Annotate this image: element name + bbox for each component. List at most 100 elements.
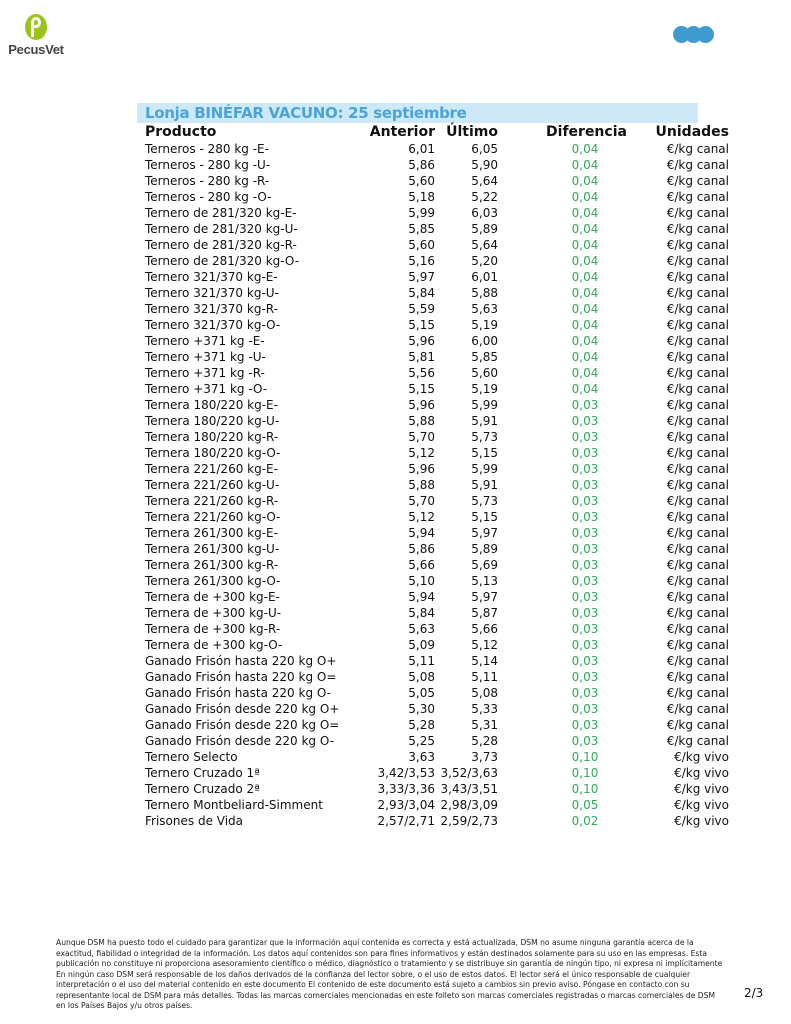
table-row: Ternera de +300 kg-O- 5,09 5,12 0,03 €/kg ca… <box>140 637 734 653</box>
cell-diferencia: 0,04 <box>571 238 599 252</box>
cell-diferencia: 0,04 <box>571 190 599 204</box>
cell-diferencia: 0,03 <box>571 510 599 524</box>
cell-producto: Terneros - 280 kg -O- <box>145 190 272 204</box>
cell-anterior: 5,66 <box>408 558 435 572</box>
cell-diferencia: 0,03 <box>571 670 599 684</box>
cell-producto: Ternera 221/260 kg-R- <box>145 494 279 508</box>
cell-ultimo: 5,73 <box>471 494 498 508</box>
cell-diferencia: 0,04 <box>571 222 599 236</box>
cell-diferencia: 0,03 <box>571 718 599 732</box>
cell-diferencia: 0,03 <box>571 430 599 444</box>
cell-unidades: €/kg canal <box>666 302 729 316</box>
cell-producto: Ternera 221/260 kg-O- <box>145 510 281 524</box>
cell-ultimo: 3,73 <box>471 750 498 764</box>
cell-producto: Terneros - 280 kg -U- <box>145 158 271 172</box>
cell-diferencia: 0,04 <box>571 206 599 220</box>
cell-unidades: €/kg vivo <box>674 798 729 812</box>
cell-ultimo: 5,08 <box>471 686 498 700</box>
cell-unidades: €/kg vivo <box>674 814 729 828</box>
cell-producto: Ternera de +300 kg-U- <box>145 606 282 620</box>
cell-diferencia: 0,04 <box>571 158 599 172</box>
cell-unidades: €/kg canal <box>666 590 729 604</box>
cell-producto: Frisones de Vida <box>145 814 244 828</box>
cell-producto: Terneros - 280 kg -R- <box>145 174 270 188</box>
table-row: Ternero de 281/320 kg-U- 5,85 5,89 0,04 €/kg… <box>140 221 734 237</box>
cell-diferencia: 0,04 <box>571 382 599 396</box>
cell-unidades: €/kg canal <box>666 286 729 300</box>
cell-ultimo: 5,15 <box>471 446 498 460</box>
cell-producto: Ganado Frisón desde 220 kg O- <box>145 734 334 748</box>
cell-ultimo: 5,66 <box>471 622 498 636</box>
cell-unidades: €/kg canal <box>666 238 729 252</box>
cell-anterior: 5,28 <box>408 718 435 732</box>
cell-producto: Ternera 180/220 kg-E- <box>145 398 278 412</box>
col-anterior: Anterior <box>369 123 435 140</box>
cell-anterior: 5,86 <box>408 158 435 172</box>
table-row: Ganado Frisón hasta 220 kg O= 5,08 5,11 0,0… <box>140 669 734 685</box>
title-band <box>137 103 698 123</box>
cell-anterior: 5,59 <box>408 302 435 316</box>
cell-unidades: €/kg canal <box>666 142 729 156</box>
cell-producto: Ternera de +300 kg-E- <box>145 590 280 604</box>
table-row: Terneros - 280 kg -U- 5,86 5,90 0,04 €/kg ca… <box>140 157 734 173</box>
cell-unidades: €/kg canal <box>666 366 729 380</box>
cell-diferencia: 0,04 <box>571 142 599 156</box>
col-ultimo: Último <box>446 123 498 140</box>
cell-ultimo: 5,64 <box>471 174 498 188</box>
page-number: 2/3 <box>744 986 764 1000</box>
table-row: Ternero +371 kg -R- 5,56 5,60 0,04 €/kg cana… <box>140 365 734 381</box>
cell-unidades: €/kg canal <box>666 494 729 508</box>
cell-producto: Ternero 321/370 kg-O- <box>145 318 281 332</box>
cell-ultimo: 5,69 <box>471 558 498 572</box>
cell-ultimo: 5,91 <box>471 478 498 492</box>
table-row: Ternera 180/220 kg-O- 5,12 5,15 0,03 €/kg ca… <box>140 445 734 461</box>
cell-anterior: 5,18 <box>408 190 435 204</box>
cell-ultimo: 6,00 <box>471 334 498 348</box>
table-row: Ganado Frisón hasta 220 kg O- 5,05 5,08 0,0… <box>140 685 734 701</box>
cell-anterior: 5,12 <box>408 446 435 460</box>
table-row: Ternero +371 kg -U- 5,81 5,85 0,04 €/kg cana… <box>140 349 734 365</box>
table-row: Ternero de 281/320 kg-O- 5,16 5,20 0,04 €/kg… <box>140 253 734 269</box>
cell-anterior: 5,60 <box>408 238 435 252</box>
cell-unidades: €/kg canal <box>666 430 729 444</box>
cell-diferencia: 0,04 <box>571 254 599 268</box>
cell-anterior: 5,97 <box>408 270 435 284</box>
cell-diferencia: 0,04 <box>571 350 599 364</box>
cell-unidades: €/kg canal <box>666 174 729 188</box>
cell-producto: Ternero de 281/320 kg-U- <box>145 222 298 236</box>
cell-diferencia: 0,03 <box>571 526 599 540</box>
cell-ultimo: 5,19 <box>471 382 498 396</box>
cell-diferencia: 0,10 <box>571 766 599 780</box>
cell-producto: Ternera 261/300 kg-O- <box>145 574 281 588</box>
cell-anterior: 5,81 <box>408 350 435 364</box>
cell-ultimo: 5,31 <box>471 718 498 732</box>
cell-unidades: €/kg canal <box>666 318 729 332</box>
cell-unidades: €/kg canal <box>666 654 729 668</box>
cell-producto: Ternero de 281/320 kg-O- <box>145 254 300 268</box>
table-row: Ternera 261/300 kg-O- 5,10 5,13 0,03 €/kg ca… <box>140 573 734 589</box>
cell-ultimo: 6,03 <box>471 206 498 220</box>
table-row: Ternera 221/260 kg-O- 5,12 5,15 0,03 €/kg ca… <box>140 509 734 525</box>
table-row: Ternero +371 kg -E- 5,96 6,00 0,04 €/kg cana… <box>140 333 734 349</box>
cell-ultimo: 5,64 <box>471 238 498 252</box>
cell-anterior: 5,56 <box>408 366 435 380</box>
cell-anterior: 5,05 <box>408 686 435 700</box>
cell-anterior: 6,01 <box>408 142 435 156</box>
cell-diferencia: 0,03 <box>571 494 599 508</box>
cell-anterior: 5,11 <box>408 654 435 668</box>
table-row: Ternera 261/300 kg-U- 5,86 5,89 0,03 €/kg ca… <box>140 541 734 557</box>
table-row: Ternera 221/260 kg-U- 5,88 5,91 0,03 €/kg ca… <box>140 477 734 493</box>
cell-ultimo: 5,89 <box>471 542 498 556</box>
cell-producto: Ganado Frisón hasta 220 kg O+ <box>145 654 337 668</box>
cell-anterior: 5,94 <box>408 590 435 604</box>
table-row: Ternero Cruzado 1ª 3,42/3,53 3,52/3,63 0,10… <box>140 765 734 781</box>
cell-diferencia: 0,03 <box>571 654 599 668</box>
cell-anterior: 5,09 <box>408 638 435 652</box>
cell-anterior: 5,84 <box>408 286 435 300</box>
cell-unidades: €/kg canal <box>666 350 729 364</box>
cell-unidades: €/kg canal <box>666 158 729 172</box>
cell-unidades: €/kg canal <box>666 382 729 396</box>
cell-ultimo: 5,88 <box>471 286 498 300</box>
cell-ultimo: 2,98/3,09 <box>440 798 498 812</box>
table-row: Ternero 321/370 kg-O- 5,15 5,19 0,04 €/kg ca… <box>140 317 734 333</box>
